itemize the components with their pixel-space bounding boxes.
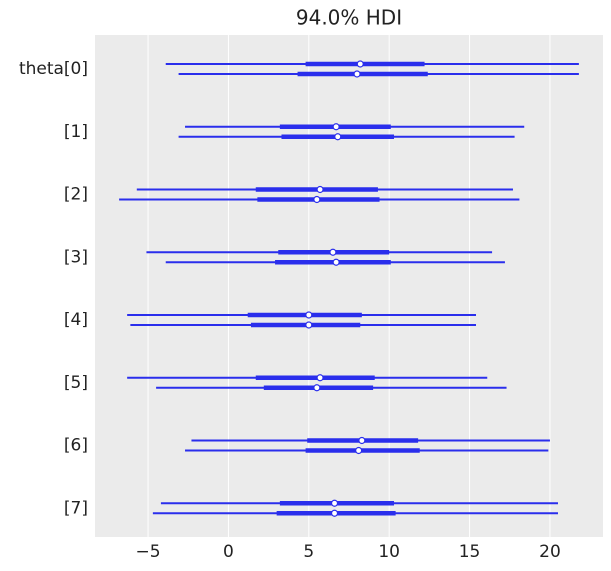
row-label: [1] [64,122,88,142]
x-tick-label: 0 [223,542,234,562]
x-tick-label: 15 [459,542,481,562]
median-point [305,321,313,329]
row-label: [2] [64,185,88,205]
median-point [330,499,339,507]
median-point [332,123,340,131]
median-point [316,185,324,194]
row-label: theta[0] [19,59,88,79]
median-point [305,311,313,319]
median-point [334,133,342,141]
median-point [329,248,337,256]
median-point [355,446,363,455]
median-point [353,70,361,78]
median-point [356,60,364,68]
row-label: [6] [64,436,88,456]
median-point [313,195,321,204]
row-label: [3] [64,247,88,267]
median-point [330,509,339,517]
x-tick-label: 10 [378,542,400,562]
x-tick-label: 20 [539,542,561,562]
x-tick-label: 5 [303,542,314,562]
plot-area [95,35,603,537]
median-point [316,374,324,382]
median-point [332,258,340,266]
row-label: [7] [64,498,88,518]
x-tick-label: −5 [136,542,161,562]
median-point [358,436,366,445]
chart-title: 94.0% HDI [296,6,402,30]
row-label: [5] [64,373,88,393]
median-point [313,384,321,392]
row-label: [4] [64,310,88,330]
